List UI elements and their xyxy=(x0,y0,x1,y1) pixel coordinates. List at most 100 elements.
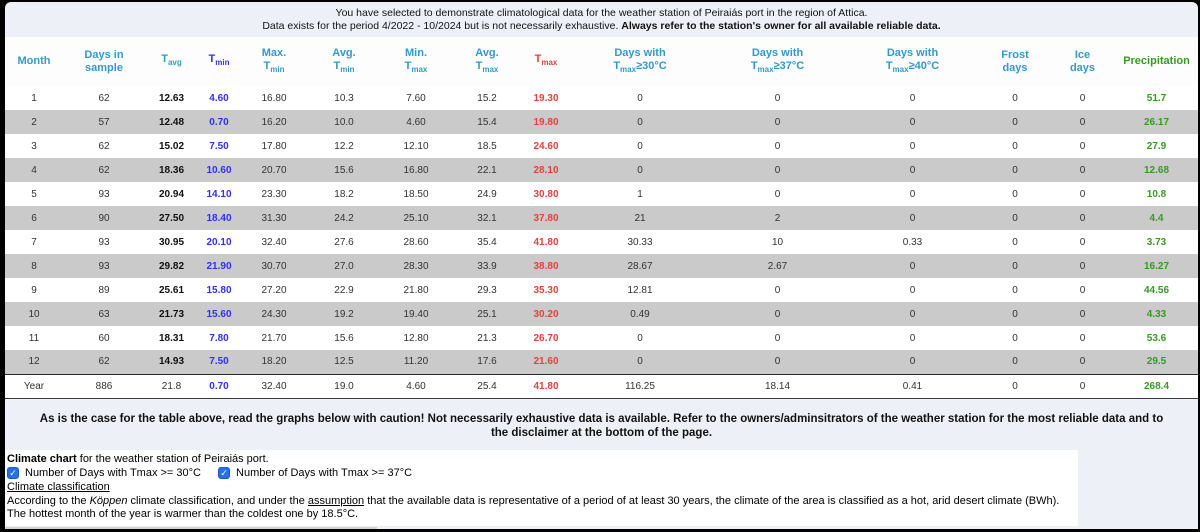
cell: 15.4 xyxy=(477,116,497,128)
cell: 0 xyxy=(774,308,781,320)
cell: 0 xyxy=(774,332,781,344)
cell: 5 xyxy=(31,188,37,200)
cell: 7.50 xyxy=(209,140,229,152)
checkbox-tmax30[interactable]: ✓ Number of Days with Tmax >= 30°C xyxy=(7,467,201,481)
cell: 19.2 xyxy=(334,308,354,320)
assumption-link[interactable]: assumption xyxy=(307,494,365,507)
cell: 12 xyxy=(28,356,40,368)
table-row: 10 63 21.73 15.60 24.30 19.2 19.40 25.1 30.20 0.4… xyxy=(5,302,1198,326)
climate-chart-title: Climate chart for the weather station of… xyxy=(7,453,1072,467)
cell: 24.30 xyxy=(261,308,287,320)
cell: 0 xyxy=(1079,236,1086,248)
col-header-avg-tmin: Avg. Tmin xyxy=(308,37,380,86)
cell: 12.2 xyxy=(334,140,354,152)
cell: 25.61 xyxy=(158,284,185,296)
cell: 0.70 xyxy=(209,116,229,128)
cell: 22.1 xyxy=(477,164,497,176)
cell: 30.80 xyxy=(533,188,559,200)
cell: 16.27 xyxy=(1143,260,1170,272)
cell: 62 xyxy=(98,92,110,104)
cell: 0 xyxy=(909,332,916,344)
cell: 0 xyxy=(1079,212,1086,224)
col-header-days-tmax-37: Days with Tmax≥37°C xyxy=(710,37,845,86)
cell: 14.10 xyxy=(206,188,232,200)
table-row: 3 62 15.02 7.50 17.80 12.2 12.10 18.5 24.60 0 0 0 0 0… xyxy=(5,134,1198,158)
cell: 12.63 xyxy=(158,92,185,104)
cell: 25.4 xyxy=(477,380,497,392)
cell: 18.20 xyxy=(261,356,287,368)
cell: 0 xyxy=(1012,284,1018,296)
checkbox-checked-icon[interactable]: ✓ xyxy=(218,467,231,480)
cell: 8 xyxy=(31,260,37,272)
table-header-row: Month Days in sample Tavg Tmin Max. Tmin A… xyxy=(5,37,1198,86)
cell: 4.33 xyxy=(1146,308,1167,320)
cell: 16.80 xyxy=(261,92,287,104)
cell: 0 xyxy=(1012,380,1018,392)
cell: 90 xyxy=(98,212,110,224)
checkbox-tmax37[interactable]: ✓ Number of Days with Tmax >= 37°C xyxy=(218,467,412,481)
cell: 0 xyxy=(774,92,781,104)
cell: 35.4 xyxy=(477,236,497,248)
classification-text: that the available data is representativ… xyxy=(364,494,1060,507)
cell: 17.6 xyxy=(477,356,497,368)
cell: 37.80 xyxy=(533,212,559,224)
col-header-tavg: Tavg xyxy=(145,37,198,86)
cell: 0 xyxy=(1012,92,1018,104)
cell: 0 xyxy=(1079,92,1086,104)
cell: 0 xyxy=(774,188,781,200)
cell: 0 xyxy=(637,356,643,368)
cell: 44.56 xyxy=(1143,284,1170,296)
cell: 0 xyxy=(909,308,916,320)
cell: 3.73 xyxy=(1146,236,1167,248)
cell: 62 xyxy=(98,164,110,176)
cell: 0 xyxy=(1012,260,1018,272)
col-header-days-in-sample: Days in sample xyxy=(63,37,145,86)
climate-classification-link[interactable]: Climate classification xyxy=(7,480,110,493)
checkbox-checked-icon[interactable]: ✓ xyxy=(7,467,19,480)
cell: 0 xyxy=(1079,332,1086,344)
page-content: You have selected to demonstrate climato… xyxy=(5,2,1198,529)
cell: 24.9 xyxy=(477,188,497,200)
col-header-tmin: Tmin xyxy=(198,37,240,86)
cell: 93 xyxy=(98,188,110,200)
cell: 10.60 xyxy=(206,164,232,176)
cell: 0 xyxy=(1079,140,1086,152)
cell: 27.50 xyxy=(158,212,185,224)
cell: 0 xyxy=(774,164,781,176)
table-row: 1 62 12.63 4.60 16.80 10.3 7.60 15.2 19.30 0 0 0 0 0 5… xyxy=(5,86,1198,110)
cell: 886 xyxy=(95,380,113,392)
cell: 0 xyxy=(1012,212,1018,224)
cell: 28.60 xyxy=(403,236,429,248)
cell: 0 xyxy=(637,332,643,344)
cell: 0 xyxy=(1079,380,1086,392)
cell: 0 xyxy=(1079,356,1086,368)
cell: 0 xyxy=(1012,164,1018,176)
cell: 21.60 xyxy=(533,356,559,368)
cell: 12.80 xyxy=(403,332,429,344)
cell: 10.3 xyxy=(334,92,354,104)
table-row: 8 93 29.82 21.90 30.70 27.0 28.30 33.9 38.80 28.6… xyxy=(5,254,1198,278)
cell: 30.70 xyxy=(261,260,287,272)
cell: 0 xyxy=(909,260,916,272)
cell: 60 xyxy=(98,332,110,344)
cell: 0 xyxy=(909,188,916,200)
cell: 16.80 xyxy=(403,164,429,176)
chart-series-toggles: ✓ Number of Days with Tmax >= 30°C ✓ Numbe… xyxy=(7,467,1072,481)
cell: 25.10 xyxy=(403,212,429,224)
cell: 21.8 xyxy=(161,380,182,392)
cell: 21 xyxy=(634,212,646,224)
table-row-year: Year 886 21.8 0.70 32.40 19.0 4.60 25.4 41.80 116… xyxy=(5,374,1198,398)
cell: 0 xyxy=(909,164,916,176)
classification-text: climate classification, and under the xyxy=(127,494,308,507)
cell: 10 xyxy=(28,308,40,320)
bottom-scrollbar[interactable] xyxy=(5,526,377,529)
banner-line1: You have selected to demonstrate climato… xyxy=(335,7,868,19)
cell: 0 xyxy=(637,164,643,176)
cell: 33.9 xyxy=(477,260,497,272)
cell: 53.6 xyxy=(1146,332,1167,344)
caution-text: As is the case for the table above, read… xyxy=(39,413,1164,439)
cell: 4.60 xyxy=(209,92,229,104)
cell: 20.94 xyxy=(158,188,185,200)
col-header-frost-days: Frost days xyxy=(980,37,1050,86)
